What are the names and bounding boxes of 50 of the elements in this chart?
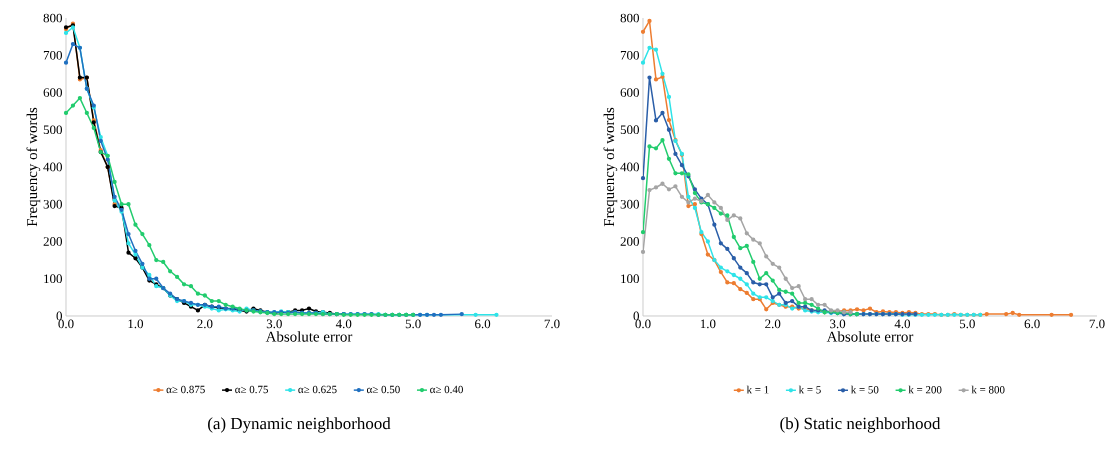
legend-label: k = 1 (746, 385, 769, 394)
text: (b) Static neighborhood (780, 417, 941, 433)
y-tick-label: 300 (620, 199, 639, 209)
x-tick-label: 5.0 (405, 319, 421, 329)
y-tick-label: 500 (43, 125, 62, 135)
x-tick-label: 5.0 (959, 319, 975, 329)
legend-label: k = 5 (798, 385, 821, 394)
y-tick-label: 800 (43, 13, 62, 23)
y-axis-title: Frequency of words (603, 107, 618, 227)
y-tick-label: 500 (620, 125, 639, 135)
y-tick-label: 400 (620, 162, 639, 172)
x-tick-label: 3.0 (266, 319, 282, 329)
x-tick-label: 3.0 (830, 319, 846, 329)
x-tick-label: 1.0 (128, 319, 144, 329)
x-tick-label: 2.0 (765, 319, 781, 329)
legend-label: α≥ 0.75 (235, 385, 268, 394)
legend-label: α≥ 0.40 (430, 385, 463, 394)
y-tick-label: 600 (43, 88, 62, 97)
x-tick-label: 4.0 (335, 319, 352, 329)
x-tick-label: 7.0 (1089, 319, 1105, 329)
x-tick-label: 1.0 (700, 319, 716, 329)
x-tick-label: 7.0 (544, 319, 560, 329)
y-tick-label: 700 (43, 50, 62, 60)
y-tick-label: 0 (633, 311, 639, 321)
y-tick-label: 700 (620, 50, 639, 60)
legend-label: α≥ 0.875 (166, 385, 205, 394)
y-tick-label: 0 (56, 311, 62, 321)
x-tick-label: 4.0 (894, 319, 911, 329)
y-tick-label: 800 (620, 13, 639, 23)
x-tick-label: 2.0 (197, 319, 213, 329)
legend-label: k = 200 (908, 385, 942, 394)
text: (a) Dynamic neighborhood (208, 417, 391, 433)
legend-label: k = 50 (850, 385, 879, 394)
legend-label: α≥ 0.625 (298, 385, 337, 394)
y-tick-label: 400 (43, 162, 62, 172)
x-tick-label: 0.0 (635, 319, 651, 329)
y-axis-title: Frequency of words (26, 107, 41, 227)
y-tick-label: 100 (621, 274, 639, 284)
x-tick-label: 6.0 (475, 319, 491, 329)
x-axis-title: Absolute error (265, 331, 353, 342)
legend-label: α≥ 0.50 (366, 385, 400, 394)
x-tick-label: 0.0 (58, 319, 74, 329)
y-tick-label: 200 (43, 237, 62, 246)
y-tick-label: 600 (620, 88, 639, 97)
legend-label: k = 800 (971, 385, 1005, 394)
y-tick-label: 300 (43, 199, 62, 209)
x-axis-title: Absolute error (826, 331, 914, 342)
y-tick-label: 100 (44, 274, 62, 284)
y-tick-label: 200 (620, 237, 639, 246)
x-tick-label: 6.0 (1024, 319, 1040, 329)
